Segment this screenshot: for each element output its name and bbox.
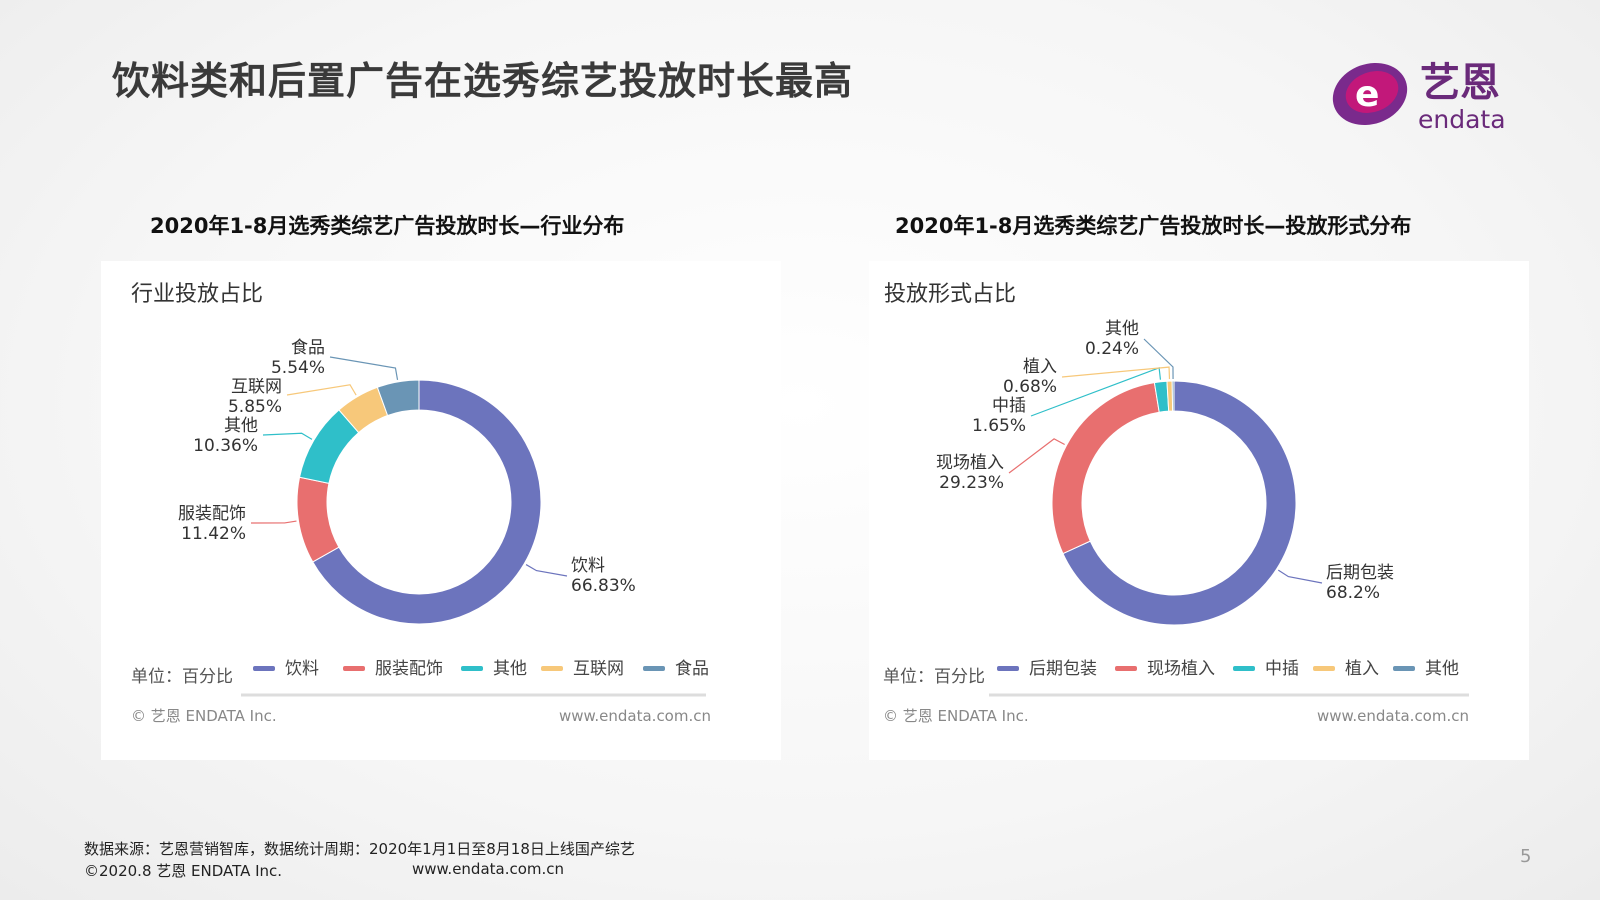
legend-swatch bbox=[1233, 666, 1255, 671]
legend-label: 植入 bbox=[1345, 659, 1379, 679]
leader-line-4 bbox=[286, 384, 357, 396]
donut-slice-5 bbox=[376, 379, 420, 417]
slice-value-label: 5.85% bbox=[228, 397, 282, 417]
legend-swatch bbox=[253, 666, 275, 671]
unit-label: 单位：百分比 bbox=[883, 667, 985, 687]
leader-line-5 bbox=[1143, 338, 1174, 380]
leader-line-2 bbox=[1008, 438, 1065, 474]
watermark-left: © 艺恩 ENDATA Inc. bbox=[883, 707, 1029, 725]
slice-name-label: 饮料 bbox=[571, 556, 605, 576]
footer-url: www.endata.com.cn bbox=[412, 860, 565, 878]
slice-value-label: 1.65% bbox=[972, 416, 1026, 436]
unit-label: 单位：百分比 bbox=[131, 667, 233, 687]
legend-swatch bbox=[461, 666, 483, 671]
legend-swatch bbox=[1115, 666, 1137, 671]
slice-name-label: 其他 bbox=[1105, 319, 1139, 339]
legend-label: 现场植入 bbox=[1147, 659, 1215, 679]
legend-swatch bbox=[643, 666, 665, 671]
leader-line-3 bbox=[262, 432, 313, 440]
leader-line-4 bbox=[1061, 366, 1171, 380]
slice-name-label: 服装配饰 bbox=[178, 504, 246, 524]
donut-slice-5 bbox=[1171, 380, 1175, 412]
slice-value-label: 68.2% bbox=[1326, 583, 1380, 603]
watermark-right: www.endata.com.cn bbox=[559, 707, 711, 725]
leader-line-1 bbox=[1277, 569, 1323, 584]
logo-cn-text: 艺恩 bbox=[1420, 60, 1500, 106]
right-chart-heading: 2020年1-8月选秀类综艺广告投放时长—投放形式分布 bbox=[895, 214, 1412, 238]
slice-name-label: 中插 bbox=[992, 396, 1026, 416]
legend-swatch bbox=[997, 666, 1019, 671]
legend-label: 服装配饰 bbox=[375, 659, 443, 679]
slice-name-label: 其他 bbox=[224, 416, 258, 436]
slice-value-label: 0.68% bbox=[1003, 377, 1057, 397]
chart-subtitle: 投放形式占比 bbox=[884, 282, 1016, 307]
industry-donut-chart: 行业投放占比饮料66.83%服装配饰11.42%其他10.36%互联网5.85%… bbox=[131, 282, 711, 725]
logo-mark-icon: e bbox=[1332, 62, 1408, 126]
donut-slice-1 bbox=[312, 379, 542, 625]
donut-slice-2 bbox=[296, 476, 340, 563]
industry-chart-card: 行业投放占比 饮料 66.83% 服装配饰 11.42% 其他 10.36% 互联网 5.85%… bbox=[101, 261, 781, 760]
donut-slice-1 bbox=[1062, 380, 1297, 626]
legend-label: 其他 bbox=[493, 659, 527, 679]
leader-line-2 bbox=[250, 520, 297, 524]
legend-label: 其他 bbox=[1425, 659, 1459, 679]
slice-value-label: 10.36% bbox=[193, 436, 258, 456]
slice-name-label: 现场植入 bbox=[936, 453, 1004, 473]
legend-label: 食品 bbox=[675, 659, 709, 679]
chart-subtitle: 行业投放占比 bbox=[131, 282, 263, 307]
slice-value-label: 5.54% bbox=[271, 358, 325, 378]
endata-logo: e 艺恩 endata bbox=[1332, 60, 1506, 134]
legend-swatch bbox=[1313, 666, 1335, 671]
slice-name-label: 互联网 bbox=[231, 377, 282, 397]
format-chart-card: 投放形式占比 后期包装 68.2% 现场植入 29.23% 中插 1.65% 植入 0.68% 其… bbox=[869, 261, 1529, 760]
page-number: 5 bbox=[1520, 846, 1532, 867]
donut-slice-2 bbox=[1051, 382, 1160, 555]
svg-text:e: e bbox=[1355, 74, 1379, 115]
slice-name-label: 植入 bbox=[1023, 357, 1057, 377]
slice-value-label: 11.42% bbox=[181, 524, 246, 544]
slide-title: 饮料类和后置广告在选秀综艺投放时长最高 bbox=[112, 59, 854, 103]
slice-value-label: 29.23% bbox=[939, 473, 1004, 493]
legend-label: 饮料 bbox=[285, 659, 319, 679]
left-chart-heading: 2020年1-8月选秀类综艺广告投放时长—行业分布 bbox=[150, 214, 625, 238]
footer-copyright: ©2020.8 艺恩 ENDATA Inc. bbox=[84, 862, 283, 880]
leader-line-5 bbox=[329, 356, 399, 380]
watermark-right: www.endata.com.cn bbox=[1317, 707, 1469, 725]
slice-value-label: 66.83% bbox=[571, 576, 636, 596]
legend-label: 后期包装 bbox=[1029, 659, 1097, 679]
legend-label: 中插 bbox=[1265, 659, 1299, 679]
legend-swatch bbox=[343, 666, 365, 671]
slice-name-label: 后期包装 bbox=[1326, 563, 1394, 583]
legend-swatch bbox=[541, 666, 563, 671]
legend-swatch bbox=[1393, 666, 1415, 671]
leader-line-1 bbox=[525, 564, 568, 577]
footer-source: 数据来源：艺恩营销智库，数据统计周期：2020年1月1日至8月18日上线国产综艺 bbox=[84, 840, 635, 858]
legend-label: 互联网 bbox=[573, 659, 624, 679]
format-donut-chart: 投放形式占比后期包装68.2%现场植入29.23%中插1.65%植入0.68%其… bbox=[883, 282, 1469, 725]
slice-value-label: 0.24% bbox=[1085, 339, 1139, 359]
watermark-left: © 艺恩 ENDATA Inc. bbox=[131, 707, 277, 725]
logo-en-text: endata bbox=[1418, 105, 1506, 134]
slice-name-label: 食品 bbox=[291, 338, 325, 358]
